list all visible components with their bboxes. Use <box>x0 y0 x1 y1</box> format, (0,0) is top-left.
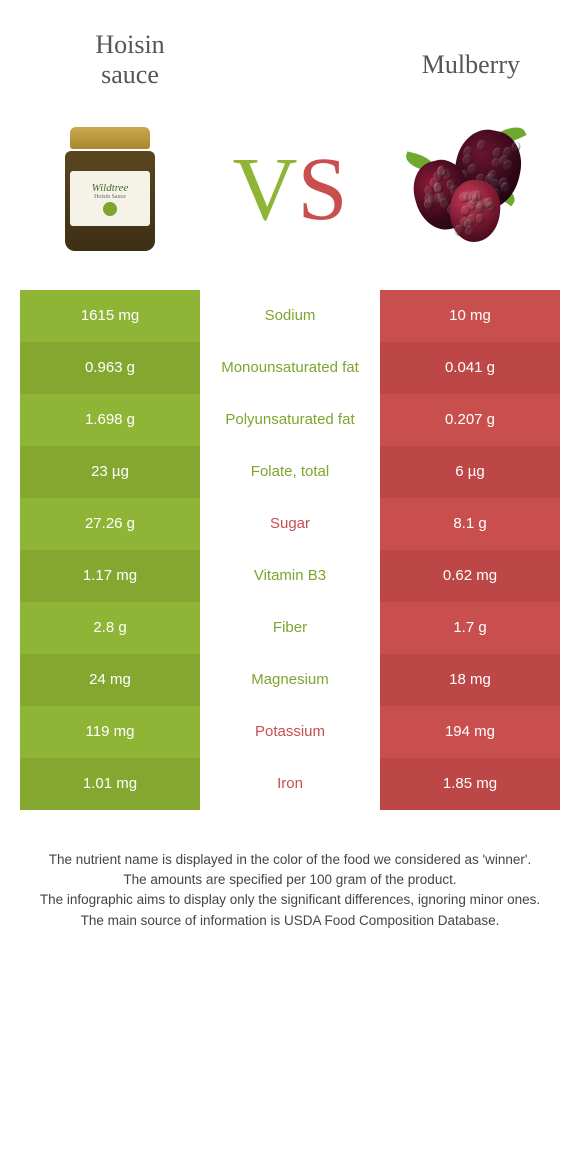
right-value: 6 µg <box>380 446 560 498</box>
nutrient-label: Folate, total <box>200 446 380 498</box>
table-row: 23 µgFolate, total6 µg <box>20 446 560 498</box>
left-value: 27.26 g <box>20 498 200 550</box>
nutrient-label: Polyunsaturated fat <box>200 394 380 446</box>
vs-v: V <box>232 138 297 241</box>
left-value: 1.698 g <box>20 394 200 446</box>
table-row: 0.963 gMonounsaturated fat0.041 g <box>20 342 560 394</box>
right-food-image <box>400 120 540 260</box>
nutrient-label: Fiber <box>200 602 380 654</box>
left-value: 1615 mg <box>20 290 200 342</box>
right-value: 0.207 g <box>380 394 560 446</box>
right-value: 194 mg <box>380 706 560 758</box>
right-food-title: Mulberry <box>360 50 520 80</box>
nutrient-label: Monounsaturated fat <box>200 342 380 394</box>
nutrient-label: Sodium <box>200 290 380 342</box>
left-value: 24 mg <box>20 654 200 706</box>
jar-icon: Wildtree Hoisin Sauce <box>63 127 158 252</box>
table-row: 1.698 gPolyunsaturated fat0.207 g <box>20 394 560 446</box>
right-value: 0.041 g <box>380 342 560 394</box>
left-value: 119 mg <box>20 706 200 758</box>
table-row: 2.8 gFiber1.7 g <box>20 602 560 654</box>
nutrient-label: Vitamin B3 <box>200 550 380 602</box>
table-row: 1615 mgSodium10 mg <box>20 290 560 342</box>
jar-brand: Wildtree <box>92 182 129 194</box>
mulberry-icon <box>400 130 540 250</box>
left-food-image: Wildtree Hoisin Sauce <box>40 120 180 260</box>
header: Hoisin sauce Mulberry <box>0 0 580 100</box>
images-row: Wildtree Hoisin Sauce VS <box>0 100 580 290</box>
table-row: 1.17 mgVitamin B30.62 mg <box>20 550 560 602</box>
left-value: 23 µg <box>20 446 200 498</box>
table-row: 27.26 gSugar8.1 g <box>20 498 560 550</box>
left-value: 2.8 g <box>20 602 200 654</box>
vs-label: VS <box>232 138 347 241</box>
table-row: 1.01 mgIron1.85 mg <box>20 758 560 810</box>
table-row: 24 mgMagnesium18 mg <box>20 654 560 706</box>
footer-line: The nutrient name is displayed in the co… <box>30 850 550 870</box>
footer-line: The main source of information is USDA F… <box>30 911 550 931</box>
vs-s: S <box>297 138 347 241</box>
nutrient-label: Magnesium <box>200 654 380 706</box>
right-value: 18 mg <box>380 654 560 706</box>
left-value: 1.17 mg <box>20 550 200 602</box>
right-value: 0.62 mg <box>380 550 560 602</box>
right-value: 8.1 g <box>380 498 560 550</box>
footer-notes: The nutrient name is displayed in the co… <box>0 810 580 931</box>
left-food-title: Hoisin sauce <box>60 30 200 90</box>
nutrient-label: Potassium <box>200 706 380 758</box>
table-row: 119 mgPotassium194 mg <box>20 706 560 758</box>
footer-line: The infographic aims to display only the… <box>30 890 550 910</box>
left-value: 1.01 mg <box>20 758 200 810</box>
jar-sub: Hoisin Sauce <box>94 194 126 200</box>
right-value: 1.7 g <box>380 602 560 654</box>
nutrient-table: 1615 mgSodium10 mg0.963 gMonounsaturated… <box>20 290 560 810</box>
nutrient-label: Sugar <box>200 498 380 550</box>
left-value: 0.963 g <box>20 342 200 394</box>
nutrient-label: Iron <box>200 758 380 810</box>
right-value: 10 mg <box>380 290 560 342</box>
footer-line: The amounts are specified per 100 gram o… <box>30 870 550 890</box>
right-value: 1.85 mg <box>380 758 560 810</box>
